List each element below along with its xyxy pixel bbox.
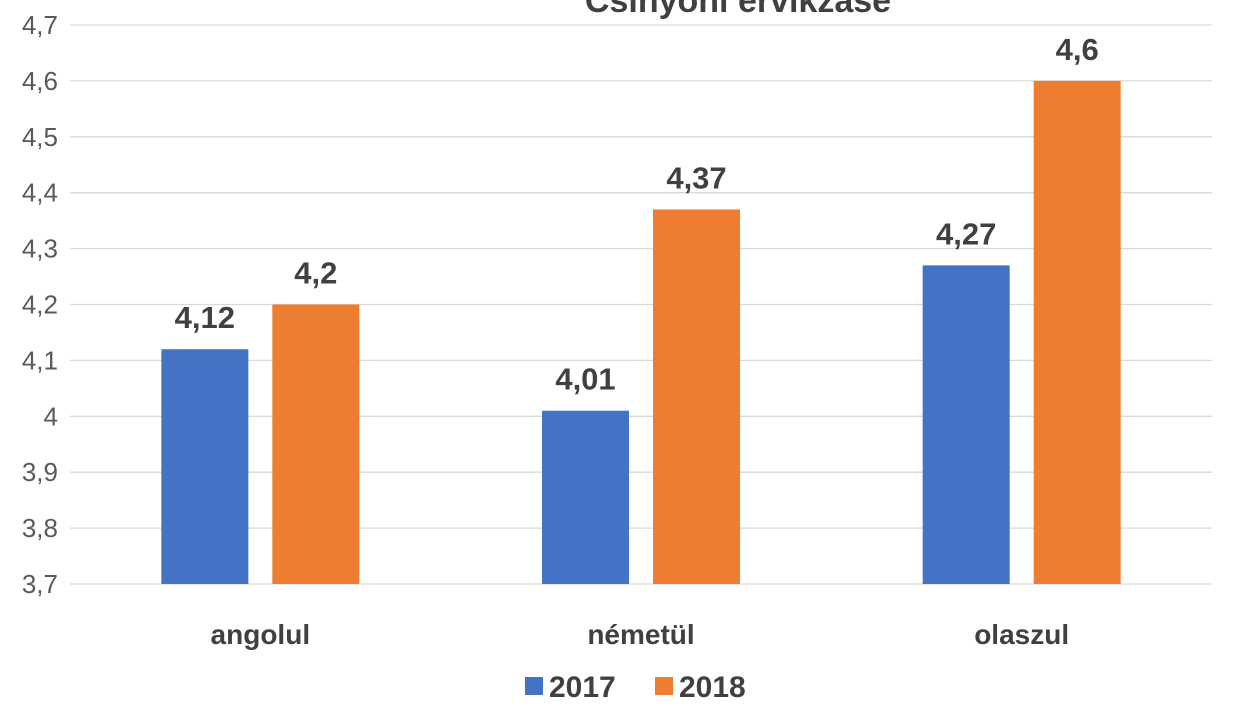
legend-swatch — [655, 677, 673, 695]
y-tick-label: 4,7 — [22, 10, 58, 40]
y-tick-label: 4,1 — [22, 345, 58, 375]
bar-2017-olaszul — [922, 265, 1010, 584]
x-category-label: németül — [587, 619, 694, 650]
data-label: 4,12 — [175, 300, 235, 335]
bar-2017-németül — [542, 410, 629, 584]
y-tick-label: 4,4 — [22, 178, 58, 208]
data-label: 4,2 — [294, 256, 337, 291]
x-category-label: angolul — [211, 619, 311, 650]
y-tick-label: 4,2 — [22, 290, 58, 320]
legend-swatch — [525, 677, 543, 695]
bar-2017-angolul — [161, 349, 249, 584]
legend-label: 2017 — [549, 671, 616, 704]
gridlines — [70, 24, 1212, 585]
data-label: 4,27 — [936, 216, 996, 251]
data-label: 4,37 — [666, 160, 726, 195]
y-tick-label: 3,7 — [22, 569, 58, 599]
bar-2018-angolul — [272, 304, 360, 584]
x-category-label: olaszul — [974, 619, 1069, 650]
y-tick-label: 4,6 — [22, 66, 58, 96]
bar-2018-németül — [653, 209, 740, 584]
y-tick-label: 4,5 — [22, 122, 58, 152]
bar-2018-olaszul — [1033, 80, 1121, 585]
y-tick-label: 4 — [44, 401, 58, 431]
chart-title: Csinyóhl érvikzasé — [585, 0, 891, 20]
legend-label: 2018 — [679, 671, 746, 704]
x-axis-category-labels: angolul németül olaszul — [211, 619, 1070, 650]
bars — [161, 80, 1121, 585]
data-label: 4,01 — [555, 362, 615, 397]
y-tick-label: 3,8 — [22, 513, 58, 543]
data-labels: 4,12 4,2 4,01 4,37 4,27 4,6 — [175, 32, 1099, 397]
y-tick-label: 4,3 — [22, 234, 58, 264]
y-axis-tick-labels: 3,7 3,8 3,9 4 4,1 4,2 4,3 4,4 4,5 4,6 4,7 — [22, 10, 58, 599]
y-tick-label: 3,9 — [22, 457, 58, 487]
data-label: 4,6 — [1056, 32, 1099, 67]
legend: 2017 2018 — [525, 671, 746, 704]
